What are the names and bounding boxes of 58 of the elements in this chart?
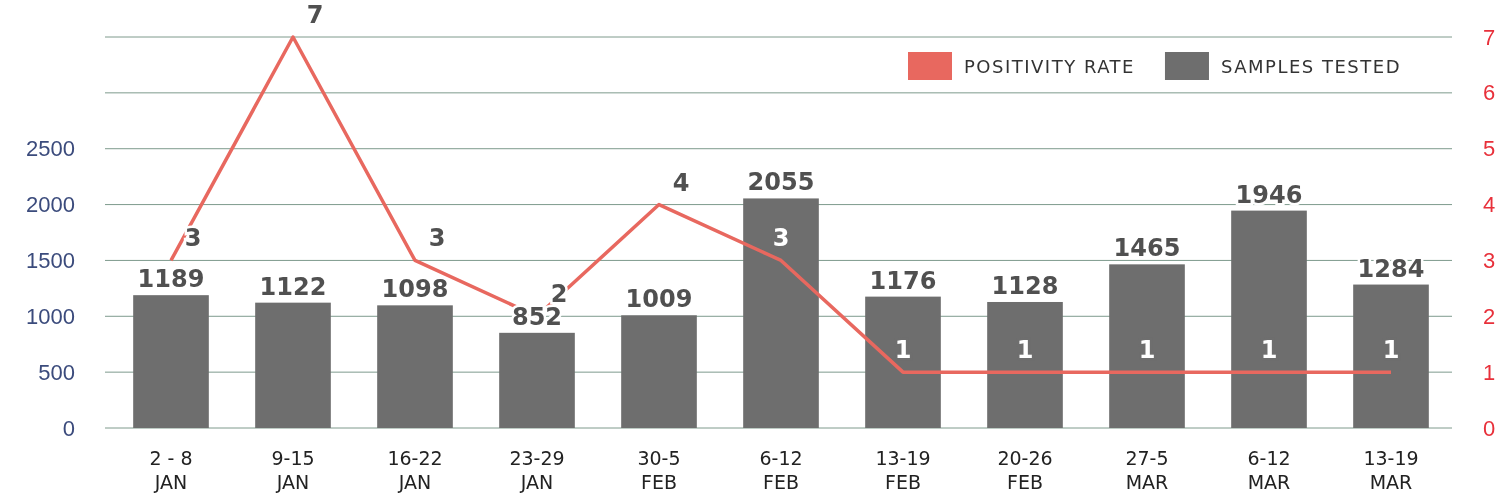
y-tick-label: 2000 [26,192,75,218]
x-tick-label: 16-22 JAN [387,447,443,493]
y2-tick-label: 5 [1483,136,1496,162]
x-tick-label: 9-15 JAN [271,447,315,493]
x-tick-label: 30-5 FEB [637,447,681,493]
bar [499,332,575,428]
data-label: 1946 [1235,180,1303,209]
data-label: 1122 [259,272,327,301]
legend-label: SAMPLES TESTED [1220,56,1401,77]
x-tick-label: 13-19 MAR [1363,447,1419,493]
data-label: 1176 [869,266,937,295]
bar [621,315,697,428]
bar [743,198,819,428]
data-label: 1465 [1113,234,1181,263]
y-tick-label: 1000 [26,303,75,329]
x-tick-label: 6-12 MAR [1247,447,1291,493]
data-label: 3 [184,224,202,253]
bar [377,305,453,428]
y-tick-label: 1500 [26,247,75,273]
data-label: 1128 [991,271,1059,300]
data-label: 3 [428,224,446,253]
legend-label: POSITIVITY RATE [964,56,1135,77]
y2-tick-label: 7 [1483,24,1496,50]
y-tick-label: 2500 [26,136,75,162]
y2-tick-label: 6 [1483,80,1496,106]
data-label: 1 [894,336,912,365]
y2-tick-label: 3 [1483,247,1496,273]
x-tick-label: 6-12 FEB [759,447,803,493]
y-tick-label: 0 [62,415,75,441]
x-tick-label: 27-5 MAR [1125,447,1169,493]
data-label: 1189 [137,265,205,294]
bar [1231,210,1307,428]
data-label: 1 [1016,336,1034,365]
data-label: 3 [772,224,790,253]
data-label: 1 [1260,336,1278,365]
y2-tick-label: 0 [1483,415,1496,441]
data-label: 2055 [747,168,815,197]
bar [865,296,941,428]
data-label: 7 [306,1,324,29]
data-label: 1 [1138,336,1156,365]
data-label: 1009 [625,285,693,314]
y-tick-label: 500 [38,359,75,385]
data-label: 4 [672,168,690,197]
data-label: 1284 [1357,254,1425,283]
bar [255,302,331,428]
data-label: 1098 [381,275,449,304]
bar [133,295,209,428]
data-label: 1 [1382,336,1400,365]
y2-tick-label: 2 [1483,303,1496,329]
x-tick-label: 13-19 FEB [875,447,931,493]
bar [1109,264,1185,428]
bar [1353,284,1429,428]
x-tick-label: 23-29 JAN [509,447,565,493]
x-tick-label: 20-26 FEB [997,447,1053,493]
y2-tick-label: 1 [1483,359,1496,385]
x-tick-label: 2 - 8 JAN [149,447,193,493]
bar [987,301,1063,428]
y2-tick-label: 4 [1483,192,1496,218]
